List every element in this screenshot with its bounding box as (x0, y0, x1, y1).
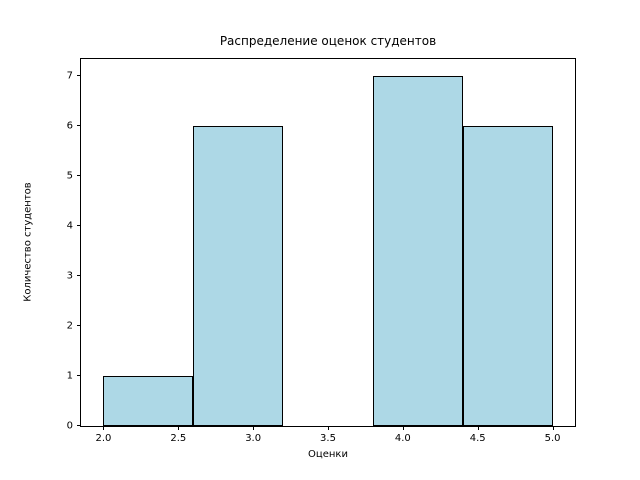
x-tick-label: 3.5 (320, 433, 336, 444)
x-tick-mark (103, 426, 105, 430)
x-tick-label: 4.5 (469, 433, 486, 444)
histogram-bar (462, 126, 553, 426)
y-tick-label: 3 (66, 270, 73, 282)
x-tick-mark (477, 426, 479, 430)
x-tick-mark (178, 426, 180, 430)
x-tick-label: 2.5 (170, 433, 187, 444)
y-axis-label: Количество студентов (22, 182, 34, 302)
x-tick-mark (402, 426, 404, 430)
y-tick-mark (77, 325, 81, 327)
y-tick-label: 0 (66, 420, 73, 432)
histogram-bar (193, 126, 284, 426)
x-tick-mark (253, 426, 255, 430)
chart-title: Распределение оценок студентов (219, 34, 437, 48)
y-tick-mark (77, 375, 81, 377)
y-tick-mark (77, 75, 81, 77)
y-tick-mark (77, 125, 81, 127)
y-tick-mark (77, 275, 81, 277)
x-tick-label: 2.0 (95, 433, 112, 444)
y-tick-mark (77, 175, 81, 177)
x-tick-label: 5.0 (544, 433, 561, 444)
y-tick-label: 5 (66, 170, 73, 182)
histogram-bar (372, 76, 463, 426)
y-tick-label: 2 (66, 320, 73, 332)
y-tick-label: 4 (66, 220, 73, 232)
y-tick-mark (77, 425, 81, 426)
x-tick-label: 3.0 (245, 433, 262, 444)
x-tick-mark (328, 426, 329, 430)
y-tick-label: 1 (66, 370, 73, 382)
y-tick-mark (77, 225, 81, 227)
x-tick-mark (552, 426, 554, 430)
plot-area: 2.0 2.5 3.0 3.5 4.0 4.5 5.0 0 1 2 3 4 5 6 7 (67, 58, 576, 444)
x-tick-label: 4.0 (394, 433, 411, 444)
histogram-bar (103, 376, 194, 426)
y-tick-label: 7 (66, 70, 73, 82)
y-tick-label: 6 (66, 120, 73, 132)
x-axis-label: Оценки (308, 449, 348, 460)
